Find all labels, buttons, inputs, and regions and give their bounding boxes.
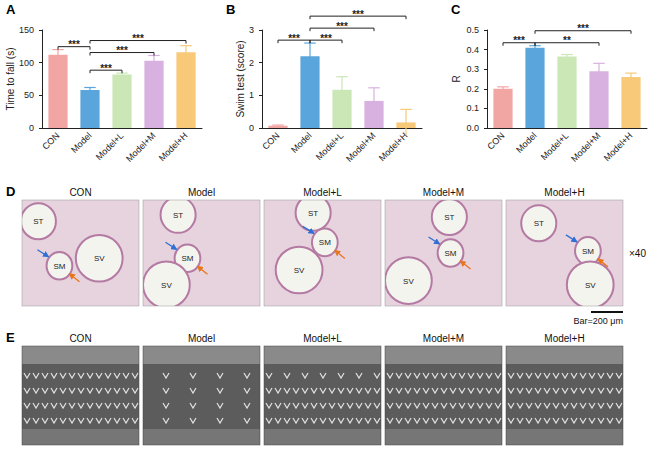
svg-text:Swim test (score): Swim test (score) — [235, 40, 246, 117]
svg-text:Model+M: Model+M — [124, 130, 157, 163]
svg-text:1: 1 — [249, 90, 254, 100]
svg-text:Time to fall (s): Time to fall (s) — [5, 48, 16, 111]
svg-text:SV: SV — [294, 266, 305, 275]
svg-text:Model+M: Model+M — [344, 130, 377, 163]
svg-text:0: 0 — [29, 123, 34, 133]
svg-text:***: *** — [352, 9, 364, 20]
svg-text:SM: SM — [445, 249, 457, 258]
svg-text:SM: SM — [181, 254, 193, 263]
svg-text:Model+H: Model+H — [544, 187, 584, 198]
svg-text:3: 3 — [249, 25, 254, 35]
svg-text:Model+M: Model+M — [423, 187, 464, 198]
svg-text:CON: CON — [260, 130, 281, 151]
svg-text:Model+L: Model+L — [303, 333, 342, 344]
svg-text:SM: SM — [53, 262, 65, 271]
svg-text:Model: Model — [69, 130, 93, 154]
svg-text:Model: Model — [188, 333, 215, 344]
svg-text:0.1: 0.1 — [466, 103, 479, 113]
svg-text:SV: SV — [161, 281, 172, 290]
svg-text:Model+L: Model+L — [314, 130, 346, 162]
svg-text:***: *** — [513, 35, 525, 46]
svg-text:Model+H: Model+H — [544, 333, 584, 344]
svg-text:***: *** — [577, 23, 589, 34]
svg-text:Model+H: Model+H — [157, 130, 190, 163]
svg-text:100: 100 — [19, 58, 34, 68]
svg-text:×40: ×40 — [629, 248, 646, 259]
svg-text:0.2: 0.2 — [466, 84, 479, 94]
svg-text:Model+L: Model+L — [539, 130, 571, 162]
svg-text:SV: SV — [403, 277, 414, 286]
svg-text:Model: Model — [514, 130, 538, 154]
svg-text:CON: CON — [69, 333, 91, 344]
svg-text:ST: ST — [33, 217, 43, 226]
svg-text:SM: SM — [582, 247, 594, 256]
svg-text:***: *** — [68, 39, 80, 50]
svg-text:***: *** — [288, 33, 300, 44]
svg-text:SV: SV — [585, 281, 596, 290]
svg-text:150: 150 — [19, 25, 34, 35]
svg-text:***: *** — [320, 33, 332, 44]
svg-text:50: 50 — [24, 90, 34, 100]
svg-text:C: C — [451, 2, 461, 17]
svg-text:Model: Model — [289, 130, 313, 154]
svg-text:A: A — [6, 2, 16, 17]
svg-text:R: R — [451, 75, 462, 82]
svg-text:ST: ST — [444, 213, 454, 222]
svg-text:Model+M: Model+M — [423, 333, 464, 344]
svg-text:0: 0 — [249, 123, 254, 133]
svg-text:0.4: 0.4 — [466, 45, 479, 55]
svg-text:B: B — [226, 2, 235, 17]
svg-text:0.3: 0.3 — [466, 64, 479, 74]
svg-text:Model+L: Model+L — [303, 187, 342, 198]
svg-text:***: *** — [132, 33, 144, 44]
svg-text:0.5: 0.5 — [466, 25, 479, 35]
svg-text:2: 2 — [249, 58, 254, 68]
svg-text:Model+H: Model+H — [602, 130, 635, 163]
svg-text:Model+H: Model+H — [377, 130, 410, 163]
svg-text:***: *** — [336, 21, 348, 32]
svg-text:ST: ST — [173, 211, 183, 220]
svg-text:**: ** — [563, 35, 571, 46]
svg-text:Model: Model — [188, 187, 215, 198]
svg-text:***: *** — [100, 63, 112, 74]
svg-text:ST: ST — [534, 219, 544, 228]
svg-text:CON: CON — [40, 130, 61, 151]
svg-text:ST: ST — [308, 209, 318, 218]
svg-text:0.0: 0.0 — [466, 123, 479, 133]
svg-text:SV: SV — [94, 254, 105, 263]
svg-text:CON: CON — [485, 130, 506, 151]
svg-text:Model+L: Model+L — [94, 130, 126, 162]
svg-text:Model+M: Model+M — [569, 130, 602, 163]
svg-text:D: D — [6, 184, 15, 199]
svg-text:CON: CON — [69, 187, 91, 198]
svg-text:***: *** — [116, 45, 128, 56]
svg-text:SM: SM — [319, 238, 331, 247]
svg-text:E: E — [6, 330, 15, 345]
svg-text:Bar=200 μm: Bar=200 μm — [574, 316, 623, 326]
